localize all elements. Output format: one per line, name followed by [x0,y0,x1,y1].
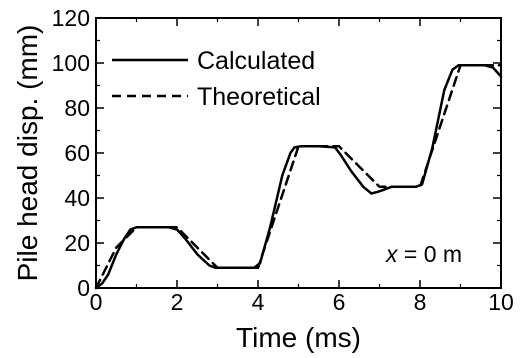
y-tick-label: 20 [64,230,90,256]
y-tick-label: 80 [64,95,90,121]
position-value: = 0 m [398,241,463,267]
x-tick-label: 10 [488,289,514,315]
x-tick-label: 2 [171,289,184,315]
series-line-theoretical [94,64,503,290]
y-tick-label: 100 [52,50,90,76]
legend-label-theoretical: Theoretical [197,83,321,111]
x-tick-label: 0 [90,289,103,315]
y-tick-label: 40 [64,185,90,211]
position-variable: x [385,241,399,267]
x-tick-label: 4 [252,289,265,315]
position-annotation: x = 0 m [385,241,462,267]
x-tick-label: 6 [333,289,346,315]
y-tick-label: 60 [64,140,90,166]
y-tick-label: 0 [77,275,90,301]
x-tick-label: 8 [414,289,427,315]
legend-label-calculated: Calculated [197,47,315,75]
series-layer [94,64,503,290]
series-line-calculated [94,64,503,290]
legend: Calculated Theoretical [112,47,321,111]
y-axis-title: Pile head disp. (mm) [12,25,43,282]
y-tick-label: 120 [52,5,90,31]
x-axis-title: Time (ms) [236,322,361,353]
